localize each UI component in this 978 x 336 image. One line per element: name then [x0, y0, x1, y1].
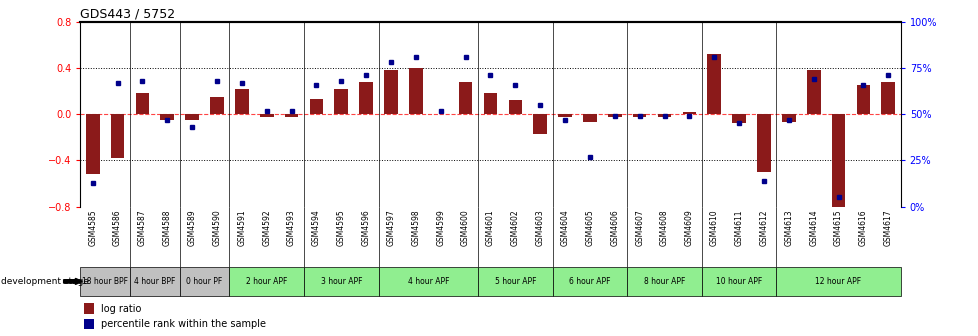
Text: GSM4591: GSM4591	[237, 210, 246, 246]
Text: GSM4592: GSM4592	[262, 210, 271, 246]
Bar	[160, 114, 174, 120]
Text: GSM4614: GSM4614	[809, 210, 818, 246]
Text: GSM4588: GSM4588	[162, 210, 171, 246]
Text: GSM4603: GSM4603	[535, 210, 544, 246]
Text: GSM4602: GSM4602	[511, 210, 519, 246]
Bar	[806, 70, 820, 114]
Text: log ratio: log ratio	[101, 304, 141, 314]
Text: 8 hour APF: 8 hour APF	[644, 277, 685, 286]
Bar	[701, 267, 776, 296]
Bar	[80, 267, 130, 296]
Text: 18 hour BPF: 18 hour BPF	[82, 277, 128, 286]
Bar	[657, 114, 671, 117]
Text: GSM4599: GSM4599	[436, 210, 445, 246]
Text: percentile rank within the sample: percentile rank within the sample	[101, 319, 265, 329]
Text: 6 hour APF: 6 hour APF	[568, 277, 610, 286]
Text: GSM4590: GSM4590	[212, 210, 221, 246]
Text: GSM4616: GSM4616	[858, 210, 867, 246]
Text: GSM4586: GSM4586	[112, 210, 122, 246]
Text: GSM4601: GSM4601	[485, 210, 495, 246]
Text: GSM4596: GSM4596	[361, 210, 371, 246]
Bar	[607, 114, 621, 117]
Text: GSM4597: GSM4597	[386, 210, 395, 246]
Text: 3 hour APF: 3 hour APF	[320, 277, 362, 286]
Bar	[84, 319, 94, 329]
Text: 12 hour APF: 12 hour APF	[815, 277, 861, 286]
Text: GSM4613: GSM4613	[783, 210, 792, 246]
Bar	[304, 267, 378, 296]
Bar	[483, 93, 497, 114]
Bar	[508, 100, 521, 114]
Bar	[781, 114, 795, 122]
Text: GSM4606: GSM4606	[609, 210, 619, 246]
Bar	[309, 99, 323, 114]
Bar	[229, 267, 304, 296]
Text: GSM4611: GSM4611	[734, 210, 743, 246]
Bar	[359, 82, 373, 114]
Bar	[210, 97, 224, 114]
Text: GSM4605: GSM4605	[585, 210, 594, 246]
Text: GSM4600: GSM4600	[461, 210, 469, 246]
Text: 10 hour APF: 10 hour APF	[715, 277, 762, 286]
Text: 2 hour APF: 2 hour APF	[245, 277, 288, 286]
Bar	[130, 267, 180, 296]
Bar	[111, 114, 124, 158]
Bar	[180, 267, 229, 296]
Text: GSM4595: GSM4595	[336, 210, 345, 246]
Bar	[831, 114, 844, 207]
Bar	[632, 114, 645, 117]
Bar	[334, 89, 348, 114]
Text: 0 hour PF: 0 hour PF	[186, 277, 222, 286]
Text: 5 hour APF: 5 hour APF	[494, 277, 536, 286]
Bar	[880, 82, 894, 114]
Bar	[84, 303, 94, 314]
Text: GSM4585: GSM4585	[88, 210, 97, 246]
Bar	[557, 114, 571, 117]
Bar	[136, 93, 149, 114]
Text: 4 hour BPF: 4 hour BPF	[134, 277, 175, 286]
Bar	[285, 114, 298, 117]
Bar	[459, 82, 472, 114]
Text: GSM4617: GSM4617	[883, 210, 892, 246]
Text: GSM4608: GSM4608	[659, 210, 668, 246]
Bar	[477, 267, 552, 296]
Bar	[533, 114, 547, 134]
Bar	[583, 114, 597, 122]
Text: development stage: development stage	[1, 277, 89, 286]
Text: GSM4615: GSM4615	[833, 210, 842, 246]
Bar	[259, 114, 273, 117]
Text: GSM4610: GSM4610	[709, 210, 718, 246]
Bar	[86, 114, 100, 174]
Bar	[682, 112, 695, 114]
Bar	[235, 89, 248, 114]
Text: GSM4607: GSM4607	[635, 210, 644, 246]
Text: GSM4598: GSM4598	[411, 210, 420, 246]
Bar	[378, 267, 477, 296]
Text: 4 hour APF: 4 hour APF	[407, 277, 449, 286]
Bar	[756, 114, 770, 172]
Bar	[776, 267, 900, 296]
Text: GSM4587: GSM4587	[138, 210, 147, 246]
Bar	[627, 267, 701, 296]
Text: GSM4594: GSM4594	[312, 210, 321, 246]
Bar	[409, 68, 422, 114]
Text: GSM4609: GSM4609	[685, 210, 693, 246]
Bar	[185, 114, 199, 120]
Bar	[732, 114, 745, 124]
Bar	[552, 267, 627, 296]
Bar	[707, 54, 721, 114]
Text: GSM4589: GSM4589	[188, 210, 197, 246]
Text: GDS443 / 5752: GDS443 / 5752	[80, 8, 175, 21]
Bar	[856, 85, 869, 114]
Text: GSM4593: GSM4593	[287, 210, 295, 246]
Bar	[383, 70, 397, 114]
Text: GSM4604: GSM4604	[560, 210, 569, 246]
Text: GSM4612: GSM4612	[759, 210, 768, 246]
